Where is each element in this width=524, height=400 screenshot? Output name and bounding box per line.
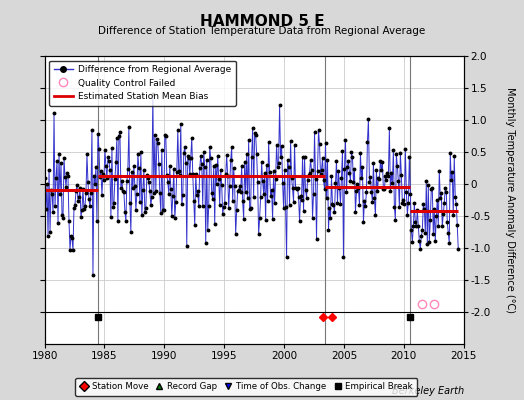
Text: Berkeley Earth: Berkeley Earth	[391, 386, 464, 396]
Text: HAMMOND 5 E: HAMMOND 5 E	[200, 14, 324, 29]
Text: Difference of Station Temperature Data from Regional Average: Difference of Station Temperature Data f…	[99, 26, 425, 36]
Legend: Station Move, Record Gap, Time of Obs. Change, Empirical Break: Station Move, Record Gap, Time of Obs. C…	[75, 378, 417, 396]
Legend: Difference from Regional Average, Quality Control Failed, Estimated Station Mean: Difference from Regional Average, Qualit…	[49, 60, 236, 106]
Y-axis label: Monthly Temperature Anomaly Difference (°C): Monthly Temperature Anomaly Difference (…	[505, 87, 515, 313]
